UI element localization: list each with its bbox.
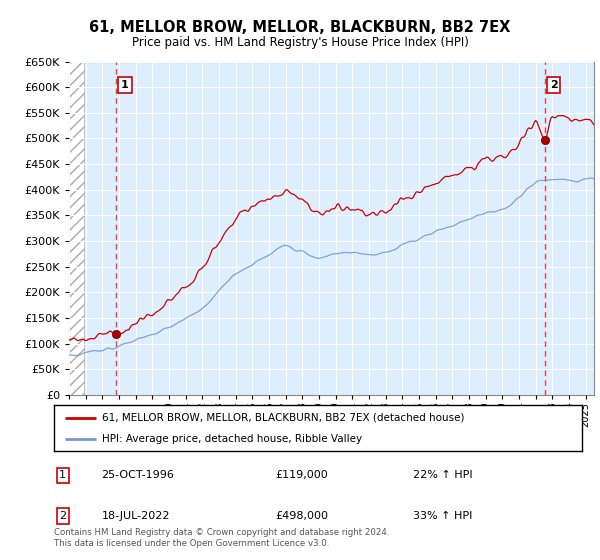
Text: 1: 1: [59, 470, 66, 480]
Text: 61, MELLOR BROW, MELLOR, BLACKBURN, BB2 7EX: 61, MELLOR BROW, MELLOR, BLACKBURN, BB2 …: [89, 20, 511, 35]
Text: 2: 2: [550, 80, 557, 90]
Text: £498,000: £498,000: [276, 511, 329, 521]
Text: Price paid vs. HM Land Registry's House Price Index (HPI): Price paid vs. HM Land Registry's House …: [131, 36, 469, 49]
Bar: [69, 62, 85, 395]
Text: 1: 1: [121, 80, 129, 90]
Text: 61, MELLOR BROW, MELLOR, BLACKBURN, BB2 7EX (detached house): 61, MELLOR BROW, MELLOR, BLACKBURN, BB2 …: [101, 413, 464, 423]
Text: 25-OCT-1996: 25-OCT-1996: [101, 470, 175, 480]
Text: 33% ↑ HPI: 33% ↑ HPI: [413, 511, 472, 521]
Text: HPI: Average price, detached house, Ribble Valley: HPI: Average price, detached house, Ribb…: [101, 434, 362, 444]
Text: 18-JUL-2022: 18-JUL-2022: [101, 511, 170, 521]
Text: £119,000: £119,000: [276, 470, 329, 480]
Text: 22% ↑ HPI: 22% ↑ HPI: [413, 470, 473, 480]
Text: 2: 2: [59, 511, 67, 521]
Text: Contains HM Land Registry data © Crown copyright and database right 2024.
This d: Contains HM Land Registry data © Crown c…: [54, 528, 389, 548]
Bar: [69, 62, 85, 395]
